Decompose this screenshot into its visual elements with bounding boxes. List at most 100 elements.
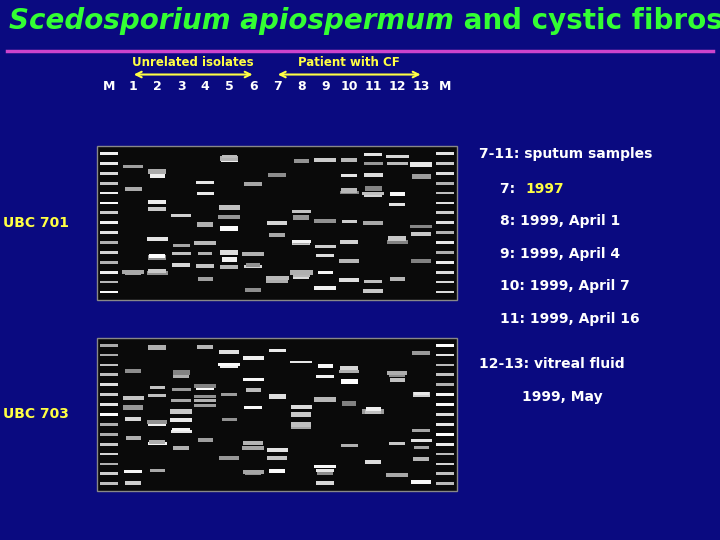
Text: 9: 9 — [321, 80, 330, 93]
Text: UBC 703: UBC 703 — [3, 408, 69, 421]
Bar — [100, 251, 118, 254]
Bar — [243, 356, 264, 360]
Bar — [267, 456, 287, 460]
Bar — [314, 397, 336, 402]
Bar — [291, 425, 311, 429]
Bar — [197, 192, 214, 195]
Bar — [97, 338, 457, 491]
Bar — [315, 158, 336, 162]
Bar — [100, 212, 118, 214]
Bar — [197, 345, 213, 349]
Bar — [390, 277, 405, 281]
Bar — [362, 409, 384, 414]
Bar — [314, 219, 336, 223]
Bar — [173, 446, 189, 450]
Bar — [148, 394, 166, 397]
Bar — [100, 221, 118, 224]
Bar — [100, 393, 118, 396]
Bar — [390, 379, 405, 382]
Bar — [123, 405, 143, 410]
Bar — [436, 374, 454, 376]
Bar — [150, 386, 165, 388]
Bar — [243, 446, 264, 450]
Bar — [147, 271, 168, 275]
Bar — [173, 244, 190, 247]
Bar — [100, 453, 118, 455]
Text: Patient with CF: Patient with CF — [298, 56, 400, 69]
Bar — [436, 453, 454, 455]
Text: 7:: 7: — [500, 182, 521, 196]
Bar — [436, 354, 454, 356]
Bar — [171, 214, 191, 218]
Bar — [436, 443, 454, 445]
Bar — [366, 407, 380, 411]
Bar — [220, 350, 239, 354]
Bar — [365, 410, 382, 414]
Bar — [436, 383, 454, 386]
Bar — [100, 182, 118, 185]
Bar — [436, 472, 454, 475]
Bar — [267, 448, 287, 452]
Bar — [243, 441, 264, 445]
Bar — [293, 275, 310, 279]
Bar — [171, 430, 192, 433]
Bar — [122, 270, 145, 274]
Text: 4: 4 — [201, 80, 210, 93]
Bar — [364, 193, 382, 198]
Bar — [436, 393, 454, 396]
Bar — [198, 276, 212, 281]
Bar — [292, 240, 310, 243]
Bar — [100, 271, 118, 274]
Bar — [290, 361, 312, 363]
Bar — [436, 231, 454, 234]
Bar — [410, 438, 432, 442]
Bar — [414, 446, 428, 449]
Bar — [148, 420, 167, 423]
Bar — [100, 281, 118, 284]
Bar — [220, 363, 238, 368]
Bar — [97, 146, 457, 300]
Bar — [149, 440, 165, 443]
Bar — [339, 278, 359, 282]
Bar — [291, 413, 311, 417]
Text: 10: 10 — [341, 80, 358, 93]
Text: 13: 13 — [413, 80, 430, 93]
Bar — [197, 264, 214, 268]
Bar — [293, 215, 309, 220]
Bar — [245, 470, 261, 475]
Bar — [341, 443, 358, 447]
Bar — [436, 261, 454, 264]
Bar — [317, 469, 334, 472]
Bar — [341, 379, 358, 384]
Bar — [342, 401, 356, 406]
Bar — [194, 403, 216, 407]
Text: 11: 11 — [364, 80, 382, 93]
Bar — [341, 366, 358, 369]
Bar — [172, 388, 191, 391]
Bar — [244, 183, 262, 186]
Text: 7-11: sputum samples: 7-11: sputum samples — [479, 147, 652, 161]
Text: 1: 1 — [129, 80, 138, 93]
Text: 5: 5 — [225, 80, 233, 93]
Bar — [100, 354, 118, 356]
Bar — [218, 363, 240, 366]
Bar — [293, 272, 310, 277]
Bar — [220, 265, 238, 268]
Bar — [316, 481, 334, 485]
Bar — [149, 253, 166, 258]
Bar — [148, 345, 166, 350]
Bar — [318, 271, 333, 274]
Bar — [410, 162, 432, 167]
Text: 7: 7 — [273, 80, 282, 93]
Bar — [219, 456, 239, 460]
Text: 1999, May: 1999, May — [522, 390, 603, 404]
Bar — [340, 240, 359, 244]
Bar — [100, 201, 118, 204]
Bar — [221, 158, 238, 163]
Text: Unrelated isolates: Unrelated isolates — [132, 56, 254, 69]
Bar — [246, 388, 261, 393]
Bar — [222, 156, 236, 158]
Bar — [269, 469, 285, 472]
Bar — [365, 460, 382, 463]
Bar — [436, 251, 454, 254]
